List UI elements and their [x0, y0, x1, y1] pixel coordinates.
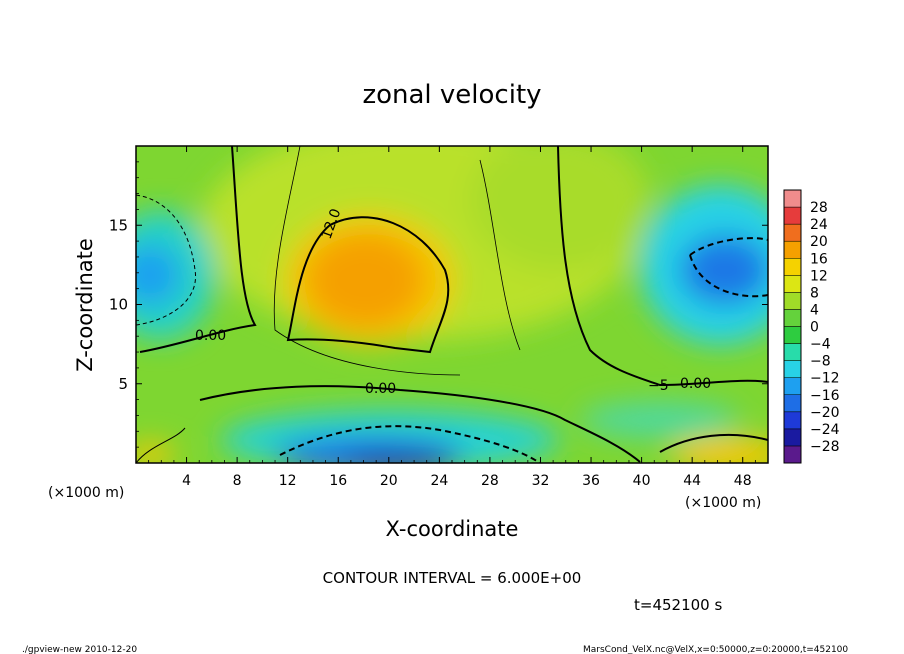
colorbar-label: −4 [810, 337, 831, 353]
colorbar-bin [783, 377, 802, 395]
y-tick-label: 15 [109, 216, 128, 234]
footer-left: ./gpview-new 2010-12-20 [22, 645, 137, 654]
y-tick-label: 10 [109, 296, 128, 314]
y-axis: 5 10 15 [109, 161, 768, 448]
colorbar-label: −20 [810, 405, 840, 421]
colorbar-label: −28 [810, 439, 840, 455]
x-tick-label: 48 [734, 473, 752, 489]
colorbar-label: 24 [810, 217, 828, 233]
heatmap-field [136, 146, 768, 463]
colorbar-label: 12 [810, 268, 828, 284]
contour-label: −5 [648, 378, 669, 394]
x-unit-right: (×1000 m) [685, 495, 761, 511]
x-tick-label: 32 [532, 473, 550, 489]
colorbar-frame [783, 189, 802, 464]
colorbar-bin [783, 326, 802, 344]
x-tick-label: 4 [182, 473, 191, 489]
colorbar-bin [783, 258, 802, 276]
colorbar-bin [783, 240, 802, 259]
time-text: t=452100 s [634, 596, 722, 614]
contour-label: 0.00 [365, 381, 396, 397]
colorbar-bin [783, 445, 802, 464]
contour-lines [136, 146, 768, 463]
colorbar-label: 0 [810, 320, 819, 336]
y-axis-label: Z-coordinate [73, 238, 97, 372]
colorbar-bin [783, 394, 802, 413]
colorbar-bin [783, 275, 802, 293]
x-tick-label: 24 [430, 473, 448, 489]
contour-interval-text: CONTOUR INTERVAL = 6.000E+00 [323, 569, 582, 587]
colorbar-label: 8 [810, 285, 819, 301]
colorbar-label: −16 [810, 388, 840, 404]
contour-label: 0.00 [680, 376, 711, 392]
colorbar-label: 4 [810, 302, 819, 318]
x-tick-label: 28 [481, 473, 499, 489]
colorbar-bin [783, 223, 802, 242]
x-axis-label: X-coordinate [386, 517, 519, 541]
footer-right: MarsCond_VelX.nc@VelX,x=0:50000,z=0:2000… [583, 645, 848, 654]
colorbar-label: −8 [810, 354, 831, 370]
chart-title: zonal velocity [362, 80, 541, 110]
colorbar-bin [783, 206, 802, 225]
colorbar-label: 16 [810, 251, 828, 267]
colorbar-bin [783, 343, 802, 361]
contour-label: 0.00 [195, 328, 226, 344]
x-tick-label: 40 [633, 473, 651, 489]
y-tick-label: 5 [118, 375, 128, 393]
x-tick-label: 16 [329, 473, 347, 489]
colorbar-label: 20 [810, 234, 828, 250]
x-axis: 4 8 12 16 20 24 28 32 36 40 44 48 [148, 146, 756, 489]
colorbar-bin [783, 428, 802, 447]
x-tick-label: 20 [380, 473, 398, 489]
colorbar-bin [783, 309, 802, 327]
x-tick-label: 8 [233, 473, 242, 489]
x-tick-label: 36 [582, 473, 600, 489]
colorbar-bin [783, 292, 802, 310]
colorbar-label: −24 [810, 422, 840, 438]
colorbar-bin [783, 411, 802, 430]
colorbar-label: 28 [810, 200, 828, 216]
colorbar-bin [783, 189, 802, 208]
colorbar-label: −12 [810, 371, 840, 387]
x-unit-left: (×1000 m) [48, 485, 124, 501]
x-tick-label: 12 [279, 473, 297, 489]
x-tick-label: 44 [683, 473, 701, 489]
colorbar-bin [783, 360, 802, 378]
colorbar [783, 189, 802, 464]
